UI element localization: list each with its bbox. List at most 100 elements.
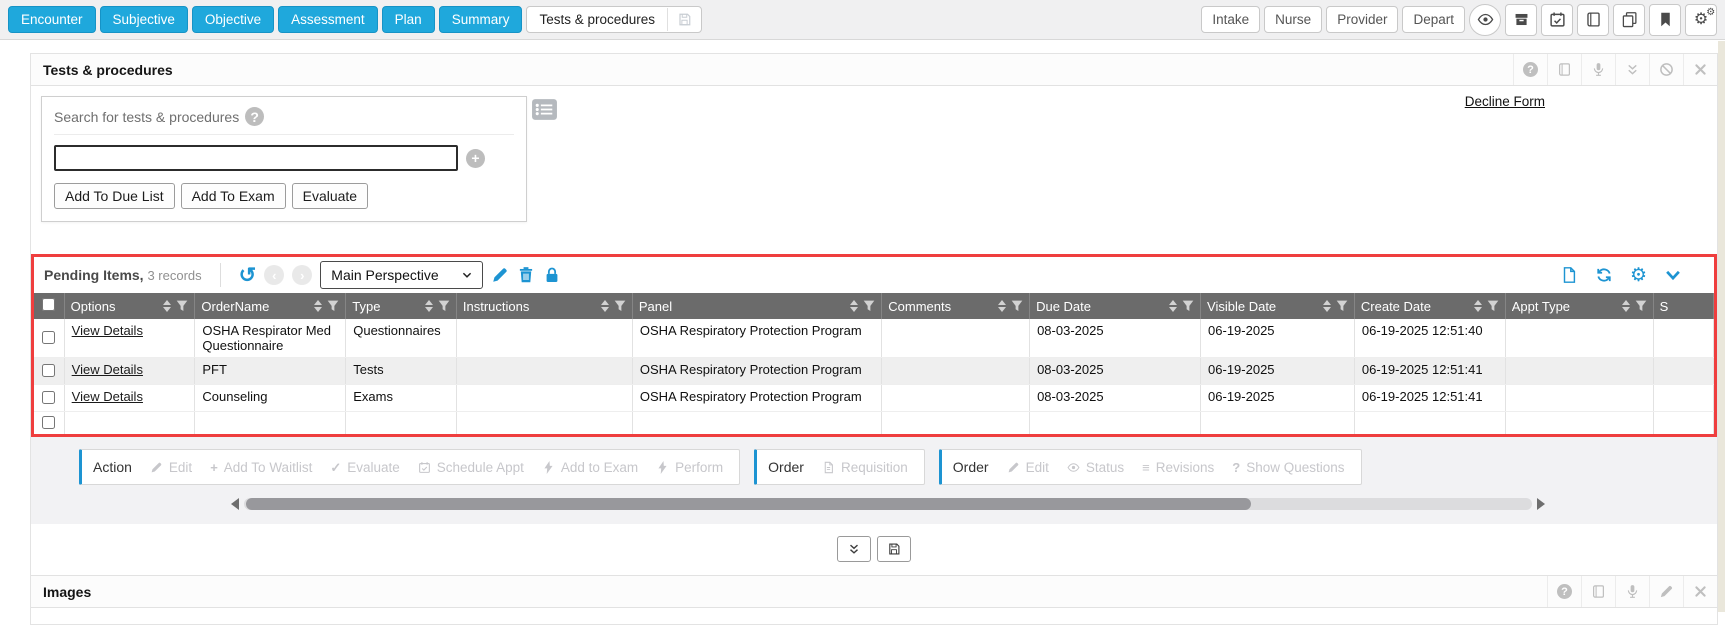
lock-icon[interactable] <box>543 266 561 284</box>
sort-icon[interactable] <box>998 300 1007 312</box>
book-icon[interactable] <box>1577 3 1609 36</box>
tab-objective[interactable]: Objective <box>191 6 275 33</box>
view-details-link[interactable]: View Details <box>71 323 143 338</box>
schedule-appt-button[interactable]: Schedule Appt <box>418 460 524 475</box>
edit-button[interactable]: Edit <box>1007 460 1049 475</box>
sort-icon[interactable] <box>424 300 433 312</box>
filter-icon[interactable] <box>1635 300 1647 312</box>
gears-icon[interactable]: ⚙ ⚙ <box>1685 3 1717 36</box>
button-nurse[interactable]: Nurse <box>1264 6 1323 33</box>
help-icon[interactable]: ? <box>1513 54 1547 85</box>
show-questions-button[interactable]: ? Show Questions <box>1232 460 1344 475</box>
column-header-order_name[interactable]: OrderName <box>194 293 347 319</box>
plus-circle-icon[interactable]: + <box>466 148 485 168</box>
scroll-right-arrow[interactable] <box>1537 498 1545 510</box>
view-details-link[interactable]: View Details <box>71 362 143 377</box>
scrollbar-thumb[interactable] <box>246 498 1251 510</box>
tab-encounter[interactable]: Encounter <box>8 6 96 33</box>
save-icon[interactable] <box>667 8 701 31</box>
microphone-icon[interactable] <box>1615 576 1649 607</box>
select-all-checkbox[interactable] <box>42 298 56 311</box>
chevron-circle-right-icon[interactable]: › <box>292 265 313 285</box>
filter-icon[interactable] <box>438 300 450 312</box>
tab-assessment[interactable]: Assessment <box>278 6 378 33</box>
status-button[interactable]: Status <box>1067 460 1124 475</box>
column-header-create_date[interactable]: Create Date <box>1354 293 1506 319</box>
book-icon[interactable] <box>1547 54 1581 85</box>
evaluate-button[interactable]: Evaluate <box>291 183 369 209</box>
block-icon[interactable] <box>1649 54 1683 85</box>
copy-icon[interactable] <box>1613 3 1645 36</box>
filter-icon[interactable] <box>863 300 875 312</box>
column-header-type[interactable]: Type <box>345 293 457 319</box>
gear-icon[interactable]: ⚙ <box>1629 264 1647 286</box>
edit-button[interactable]: Edit <box>150 460 192 475</box>
chevron-circle-left-icon[interactable]: ‹ <box>264 265 285 285</box>
row-checkbox[interactable] <box>42 391 56 404</box>
list-icon[interactable] <box>531 98 558 126</box>
refresh-icon[interactable] <box>1595 266 1613 284</box>
tab-subjective[interactable]: Subjective <box>99 6 188 33</box>
sort-icon[interactable] <box>314 300 323 312</box>
add-to-exam-button[interactable]: Add to Exam <box>542 460 638 475</box>
column-header-comments[interactable]: Comments <box>881 293 1031 319</box>
view-details-link[interactable]: View Details <box>71 389 143 404</box>
help-icon[interactable]: ? <box>1547 576 1581 607</box>
sort-icon[interactable] <box>1169 300 1178 312</box>
tab-tests-procedures[interactable]: Tests & procedures <box>526 6 703 33</box>
book-icon[interactable] <box>1581 576 1615 607</box>
filter-icon[interactable] <box>614 300 626 312</box>
sort-icon[interactable] <box>1621 300 1630 312</box>
revisions-button[interactable]: ≡ Revisions <box>1142 460 1214 475</box>
scrollbar-track[interactable] <box>244 498 1532 510</box>
scroll-left-arrow[interactable] <box>231 498 239 510</box>
column-header-panel[interactable]: Panel <box>632 293 883 319</box>
add-to-due-list-button[interactable]: Add To Due List <box>54 183 175 209</box>
microphone-icon[interactable] <box>1581 54 1615 85</box>
row-checkbox[interactable] <box>42 416 56 429</box>
filter-icon[interactable] <box>1011 300 1023 312</box>
row-checkbox[interactable] <box>42 331 56 344</box>
filter-icon[interactable] <box>1336 300 1348 312</box>
filter-icon[interactable] <box>1487 300 1499 312</box>
sort-icon[interactable] <box>1473 300 1482 312</box>
tab-plan[interactable]: Plan <box>381 6 435 33</box>
perspective-select[interactable]: Main Perspective <box>320 261 483 289</box>
close-icon[interactable] <box>1683 54 1717 85</box>
eye-icon[interactable] <box>1469 3 1501 36</box>
horizontal-scrollbar[interactable] <box>231 497 1545 511</box>
filter-icon[interactable] <box>1182 300 1194 312</box>
page-scrollbar-gutter[interactable] <box>1718 41 1725 612</box>
sort-icon[interactable] <box>1322 300 1331 312</box>
filter-icon[interactable] <box>327 300 339 312</box>
save-section-button[interactable] <box>877 536 911 562</box>
bookmark-icon[interactable] <box>1649 3 1681 36</box>
pencil-icon[interactable] <box>491 266 509 284</box>
close-icon[interactable] <box>1683 576 1717 607</box>
sort-icon[interactable] <box>850 300 859 312</box>
button-provider[interactable]: Provider <box>1326 6 1399 33</box>
column-header-options[interactable]: Options <box>64 293 196 319</box>
perform-button[interactable]: Perform <box>656 460 723 475</box>
decline-form-link[interactable]: Decline Form <box>1464 94 1545 109</box>
pencil-icon[interactable] <box>1649 576 1683 607</box>
add-to-exam-button[interactable]: Add To Exam <box>180 183 286 209</box>
column-header-s[interactable]: S <box>1653 293 1715 319</box>
sort-icon[interactable] <box>163 300 172 312</box>
chevron-down-icon[interactable] <box>1664 266 1682 284</box>
sort-icon[interactable] <box>600 300 609 312</box>
column-header-due_date[interactable]: Due Date <box>1029 293 1202 319</box>
undo-icon[interactable]: ↺ <box>238 263 257 287</box>
help-icon[interactable]: ? <box>245 107 265 126</box>
column-header-appt_type[interactable]: Appt Type <box>1505 293 1654 319</box>
archive-box-icon[interactable] <box>1505 3 1537 36</box>
trash-icon[interactable] <box>517 266 535 284</box>
collapse-section-button[interactable] <box>837 536 871 562</box>
button-intake[interactable]: Intake <box>1201 6 1261 33</box>
requisition-button[interactable]: Requisition <box>822 460 908 475</box>
evaluate-button[interactable]: ✓ Evaluate <box>330 460 399 475</box>
collapse-icon[interactable] <box>1615 54 1649 85</box>
search-input[interactable] <box>54 145 458 171</box>
row-checkbox[interactable] <box>42 364 56 377</box>
filter-icon[interactable] <box>176 300 188 312</box>
